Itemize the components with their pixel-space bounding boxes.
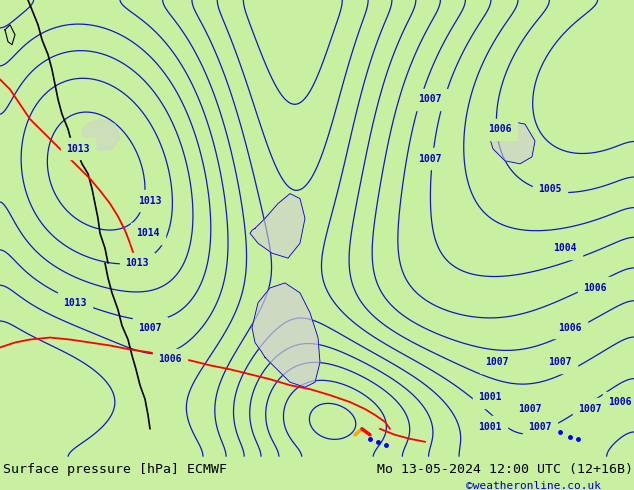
Text: 1006: 1006 [559,322,582,333]
Text: 1001: 1001 [478,392,501,402]
Text: 1006: 1006 [608,397,631,407]
Text: Mo 13-05-2024 12:00 UTC (12+16B): Mo 13-05-2024 12:00 UTC (12+16B) [377,463,633,476]
Text: Surface pressure [hPa] ECMWF: Surface pressure [hPa] ECMWF [3,463,227,476]
Text: 1004: 1004 [553,243,577,253]
Text: 1007: 1007 [518,404,541,414]
Text: ©weatheronline.co.uk: ©weatheronline.co.uk [466,481,601,490]
Text: 1006: 1006 [158,354,182,365]
Text: 1007: 1007 [528,422,552,432]
Text: 1006: 1006 [583,283,607,293]
Text: 1014: 1014 [136,228,160,238]
Text: 1007: 1007 [418,94,442,104]
Polygon shape [250,194,305,258]
Polygon shape [252,283,320,387]
Text: 1013: 1013 [66,144,90,154]
Polygon shape [490,121,535,164]
Text: 1006: 1006 [488,124,512,134]
Text: 1007: 1007 [578,404,602,414]
Text: 1001: 1001 [478,422,501,432]
Text: 1013: 1013 [126,258,149,268]
Text: 1013: 1013 [63,298,87,308]
Text: 1007: 1007 [138,322,162,333]
Text: 1013: 1013 [138,196,162,205]
Polygon shape [82,119,120,151]
Text: 1005: 1005 [538,184,562,194]
Text: 1007: 1007 [548,357,572,368]
Text: 1007: 1007 [485,357,508,368]
Text: 1007: 1007 [418,154,442,164]
